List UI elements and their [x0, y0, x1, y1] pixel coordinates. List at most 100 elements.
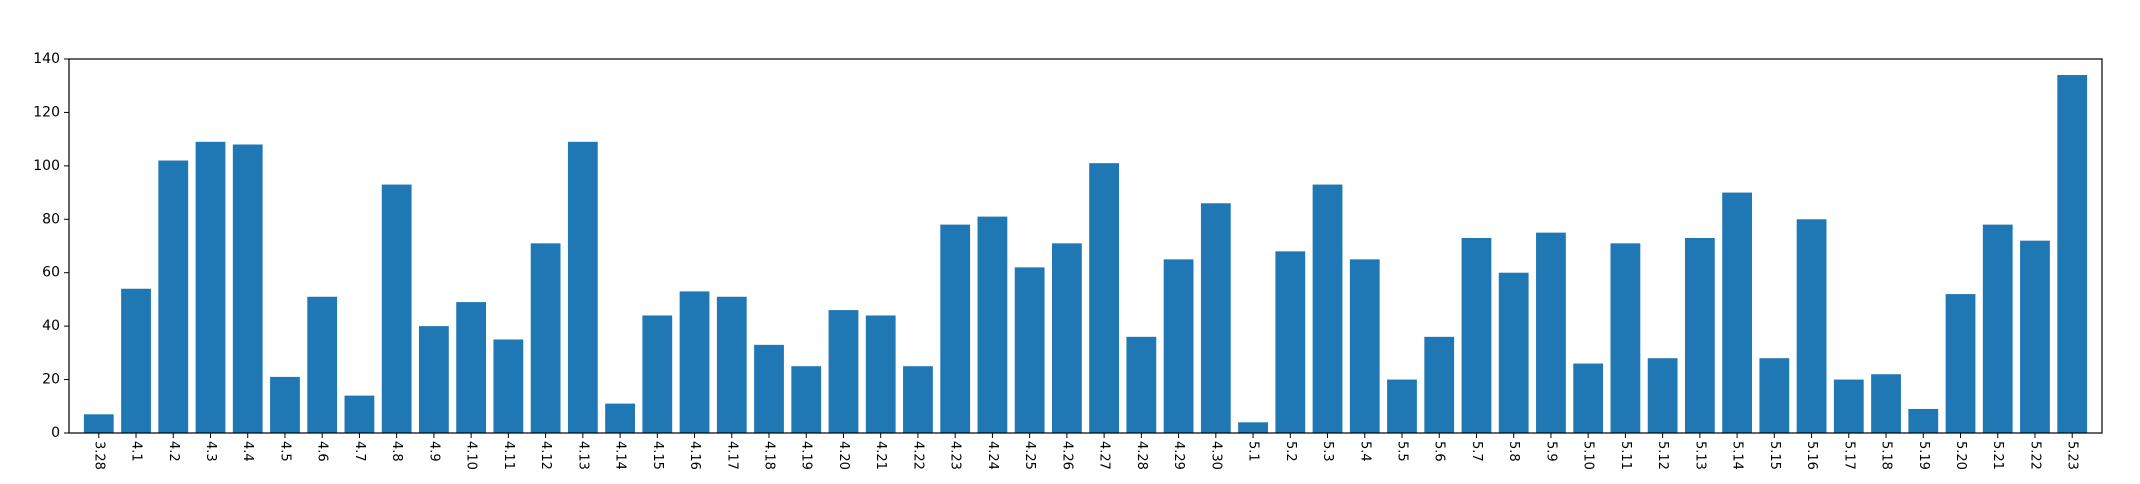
y-tick-label: 100 — [33, 158, 60, 174]
bar-5-13 — [1684, 237, 1715, 433]
bar-4-18 — [754, 344, 784, 433]
x-tick-label: 5.13 — [1692, 441, 1707, 470]
bar-5-4 — [1349, 259, 1380, 433]
y-tick-label: 0 — [51, 425, 60, 441]
bar-5-5 — [1387, 379, 1417, 433]
y-tick-label: 40 — [42, 318, 60, 334]
bar-5-9 — [1536, 232, 1566, 433]
x-tick-label: 4.17 — [724, 441, 739, 470]
bar-4-26 — [1051, 243, 1082, 433]
y-tick-label: 80 — [42, 211, 60, 227]
bar-4-8 — [381, 184, 412, 433]
x-tick-label: 5.2 — [1283, 441, 1298, 462]
bar-4-24 — [977, 216, 1008, 433]
x-tick-label: 5.18 — [1879, 441, 1894, 470]
bar-4-29 — [1163, 259, 1194, 433]
bar-5-15 — [1759, 358, 1790, 433]
bar-5-16 — [1796, 219, 1827, 433]
bar-4-5 — [270, 376, 300, 433]
x-tick-label: 4.1 — [129, 441, 144, 462]
bar-4-21 — [865, 315, 896, 433]
bar-4-10 — [456, 302, 487, 433]
y-tick-label: 20 — [42, 372, 60, 388]
x-tick-label: 5.1 — [1246, 441, 1261, 462]
x-tick-label: 5.14 — [1730, 441, 1745, 470]
x-tick-label: 5.4 — [1357, 441, 1372, 462]
x-tick-label: 4.30 — [1208, 441, 1223, 470]
x-tick-label: 5.5 — [1394, 441, 1409, 462]
bar-5-19 — [1908, 408, 1939, 433]
bar-5-14 — [1722, 192, 1752, 433]
bar-4-1 — [121, 288, 151, 433]
x-axis-ticks: 3.28 4.1 4.2 4.3 4.4 4.5 4.6 4.7 4.8 4.9 4.10 4.11 4… — [91, 433, 2080, 470]
bar-5-8 — [1498, 272, 1529, 433]
x-tick-label: 4.5 — [277, 441, 292, 462]
bar-4-12 — [530, 243, 561, 433]
x-tick-label: 4.3 — [203, 441, 218, 462]
bar-4-19 — [791, 366, 822, 433]
x-tick-label: 4.28 — [1134, 441, 1149, 470]
bar-4-14 — [605, 403, 635, 433]
bar-4-27 — [1089, 163, 1120, 433]
x-tick-label: 5.21 — [1990, 441, 2005, 470]
bar-5-21 — [1982, 224, 2013, 433]
bar-5-18 — [1871, 374, 1901, 433]
x-tick-label: 4.13 — [575, 441, 590, 470]
bar-4-28 — [1126, 336, 1157, 433]
x-tick-label: 5.15 — [1767, 441, 1782, 470]
x-tick-label: 5.11 — [1618, 441, 1633, 470]
x-tick-label: 5.19 — [1916, 441, 1931, 470]
x-tick-label: 5.6 — [1432, 441, 1447, 462]
x-tick-label: 4.6 — [315, 441, 330, 462]
x-tick-label: 4.7 — [352, 441, 367, 462]
x-tick-label: 4.20 — [836, 441, 851, 470]
bar-5-20 — [1945, 294, 1976, 433]
bar-5-12 — [1647, 358, 1678, 433]
bar-5-6 — [1424, 336, 1455, 433]
x-tick-label: 5.3 — [1320, 441, 1335, 462]
x-tick-label: 4.15 — [650, 441, 665, 470]
bar-5-23 — [2057, 75, 2088, 433]
bar-5-17 — [1833, 379, 1864, 433]
x-tick-label: 4.11 — [501, 441, 516, 470]
bar-4-22 — [903, 366, 933, 433]
bar-5-22 — [2020, 240, 2050, 433]
y-tick-label: 60 — [42, 265, 60, 281]
bar-4-3 — [195, 141, 226, 433]
x-tick-label: 4.27 — [1097, 441, 1112, 470]
x-tick-label: 4.2 — [166, 441, 181, 462]
x-tick-label: 4.8 — [389, 441, 404, 462]
x-tick-label: 4.12 — [538, 441, 553, 470]
x-tick-label: 4.14 — [613, 441, 628, 470]
y-tick-label: 120 — [33, 104, 60, 120]
x-tick-label: 5.17 — [1841, 441, 1856, 470]
bar-5-11 — [1610, 243, 1641, 433]
bar-4-2 — [158, 160, 189, 433]
x-tick-label: 5.12 — [1655, 441, 1670, 470]
plot-frame — [68, 58, 2103, 434]
x-tick-label: 4.29 — [1171, 441, 1186, 470]
bar-5-2 — [1275, 251, 1306, 433]
x-tick-label: 4.10 — [464, 441, 479, 470]
bar-4-6 — [307, 296, 338, 433]
x-tick-label: 3.28 — [91, 441, 106, 470]
bar-4-25 — [1014, 267, 1045, 433]
bar-3-28 — [83, 414, 114, 433]
x-tick-label: 5.20 — [1953, 441, 1968, 470]
bar-4-13 — [567, 141, 598, 433]
bar-4-4 — [232, 144, 263, 434]
bar-4-20 — [828, 310, 859, 433]
x-tick-label: 5.10 — [1581, 441, 1596, 470]
x-tick-label: 4.22 — [910, 441, 925, 470]
x-tick-label: 4.25 — [1022, 441, 1037, 470]
bars-layer — [83, 75, 2088, 434]
x-tick-label: 4.9 — [426, 441, 441, 462]
x-tick-label: 4.23 — [948, 441, 963, 470]
y-axis-ticks: 0 20 40 60 80 100 120 140 — [33, 51, 69, 441]
bar-4-7 — [344, 395, 375, 433]
bar-5-10 — [1573, 363, 1604, 433]
bar-4-17 — [716, 296, 747, 433]
bar-4-11 — [493, 339, 524, 433]
